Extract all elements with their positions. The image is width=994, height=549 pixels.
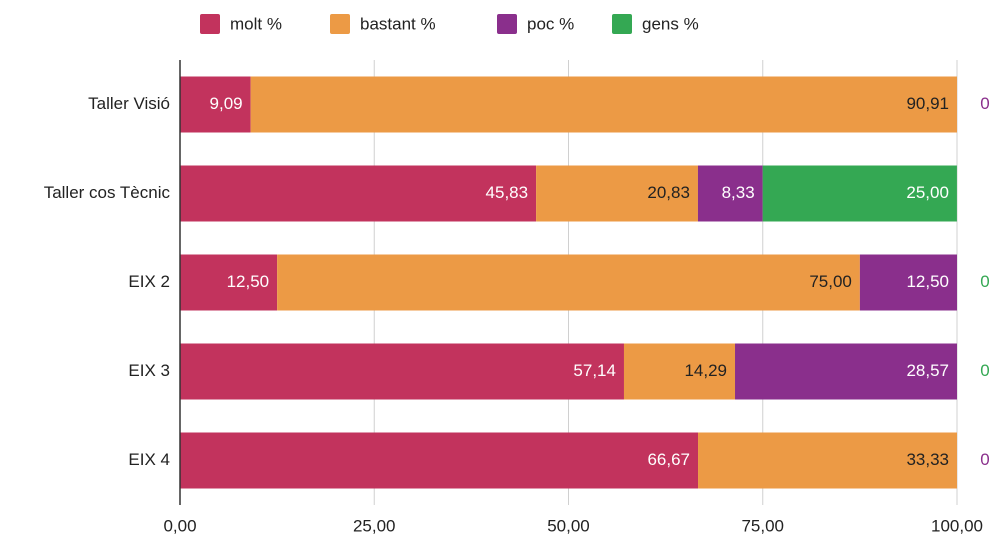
value-label: 45,83 <box>486 183 529 202</box>
value-label: 28,57 <box>906 361 949 380</box>
x-tick-label: 25,00 <box>353 516 396 535</box>
value-label: 14,29 <box>684 361 727 380</box>
bar-segment <box>180 432 699 489</box>
value-label: 66,67 <box>647 450 690 469</box>
y-tick-label: EIX 2 <box>128 272 170 291</box>
bar-segment <box>180 165 537 222</box>
value-label: 57,14 <box>573 361 616 380</box>
value-label: 0 <box>980 94 989 113</box>
x-tick-label: 100,00 <box>931 516 983 535</box>
bar-segment <box>180 343 624 400</box>
x-tick-label: 75,00 <box>741 516 784 535</box>
value-label: 20,83 <box>647 183 690 202</box>
value-label: 33,33 <box>906 450 949 469</box>
value-label: 8,33 <box>722 183 755 202</box>
legend-label: gens % <box>642 14 699 33</box>
legend-swatch <box>612 14 632 34</box>
bar-segment <box>735 343 957 400</box>
x-tick-label: 50,00 <box>547 516 590 535</box>
value-label: 90,91 <box>906 94 949 113</box>
bar-segment <box>762 165 957 222</box>
legend-swatch <box>497 14 517 34</box>
value-label: 0 <box>980 450 989 469</box>
y-tick-label: Taller cos Tècnic <box>44 183 171 202</box>
legend-swatch <box>330 14 350 34</box>
y-tick-label: Taller Visió <box>88 94 170 113</box>
legend-label: poc % <box>527 14 574 33</box>
value-label: 0 <box>980 361 989 380</box>
value-label: 12,50 <box>227 272 270 291</box>
legend-swatch <box>200 14 220 34</box>
bar-segment <box>250 76 958 133</box>
bar-segment <box>697 165 763 222</box>
bar-segment <box>180 76 251 133</box>
bar-segment <box>859 254 957 311</box>
legend-label: bastant % <box>360 14 436 33</box>
bar-segment <box>623 343 736 400</box>
y-tick-label: EIX 4 <box>128 450 170 469</box>
y-tick-label: EIX 3 <box>128 361 170 380</box>
value-label: 0 <box>980 272 989 291</box>
bar-segment <box>277 254 860 311</box>
value-label: 25,00 <box>906 183 949 202</box>
bar-segment <box>536 165 698 222</box>
value-label: 9,09 <box>210 94 243 113</box>
legend-label: molt % <box>230 14 282 33</box>
x-tick-label: 0,00 <box>163 516 196 535</box>
bar-segment <box>698 432 957 489</box>
value-label: 12,50 <box>906 272 949 291</box>
bar-segment <box>180 254 278 311</box>
value-label: 75,00 <box>809 272 852 291</box>
